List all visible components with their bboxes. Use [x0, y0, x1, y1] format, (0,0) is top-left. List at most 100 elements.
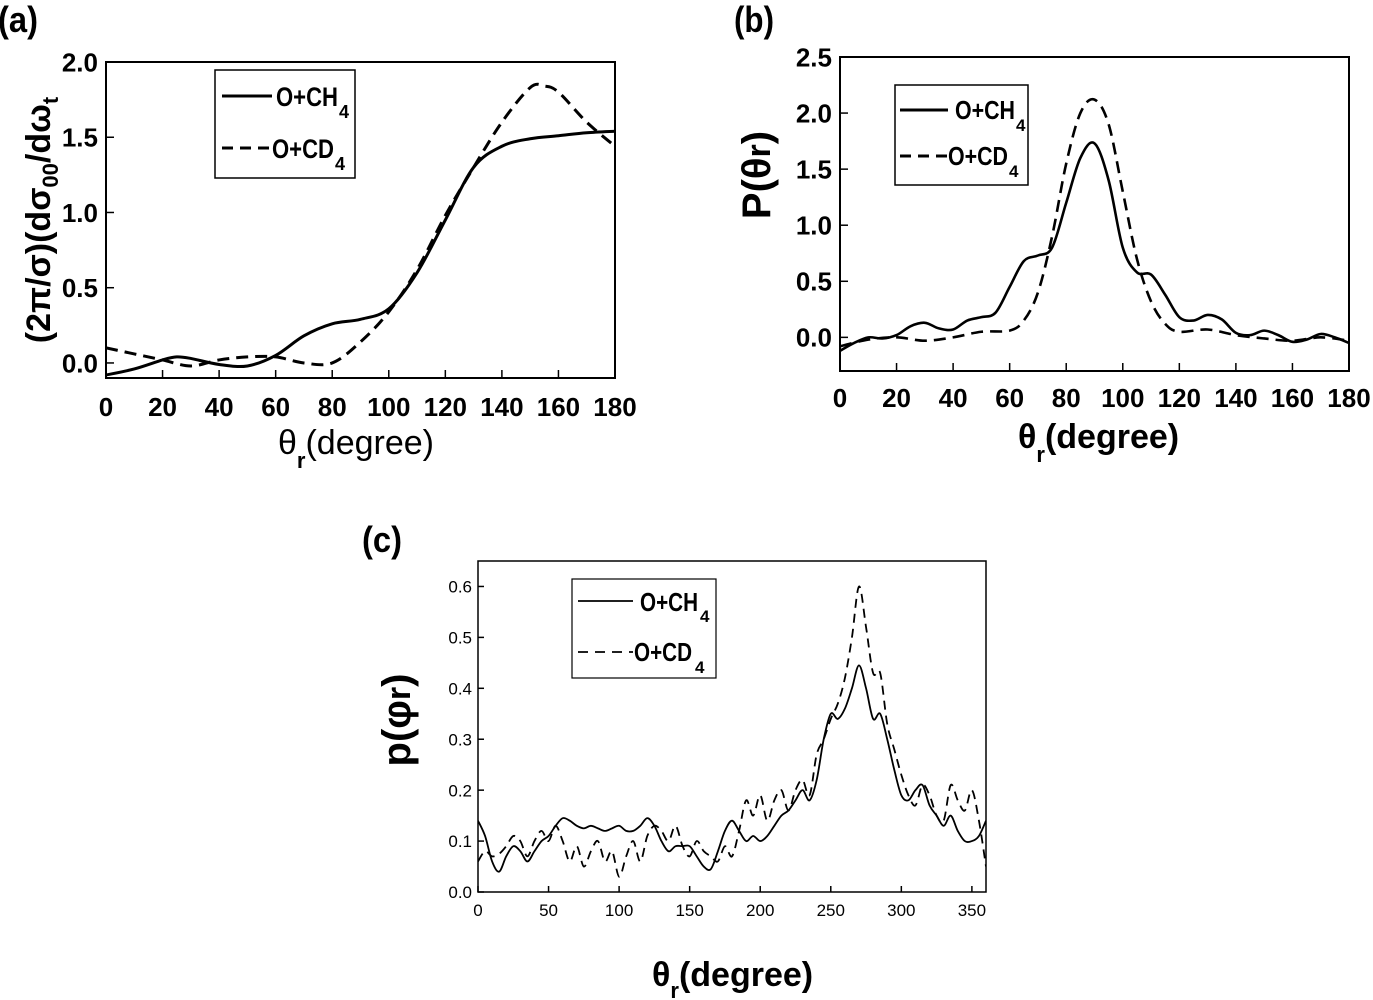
panel-a-y-tick-label: 0.0 [62, 348, 98, 378]
panel-a-y-axis-label: (2π/σ)(dσ00/dωt [20, 96, 63, 343]
panel-c-legend-label-2: O+CD [634, 637, 692, 667]
panel-b-x-tick-label: 0 [833, 383, 847, 413]
panel-c-y-tick-label: 0.6 [448, 578, 472, 597]
panel-c-y-tick-label: 0.5 [448, 629, 472, 648]
panel-c: (c) 0 50 100 150 200 250 300 350 0.00.10.20.30.… [362, 519, 987, 1000]
panel-b-legend: O+CH 4 O+CD 4 [894, 84, 1029, 186]
panel-c-x-tick-label: 50 [539, 901, 558, 920]
panel-a-plot-area [106, 82, 615, 377]
panel-b-x-tick-label: 40 [939, 383, 968, 413]
panel-c-frame [477, 560, 987, 893]
panel-a-x-tick-label: 100 [367, 392, 410, 422]
panel-b-ticks [839, 56, 1350, 371]
panel-b-x-tick-labels: 0 20 40 60 80 100 120 140 160 180 [833, 383, 1371, 413]
panel-c-x-tick-label: 150 [675, 901, 703, 920]
panel-c-ticks [477, 585, 973, 893]
panel-c-y-tick-label: 0.3 [448, 730, 472, 749]
panel-a-y-tick-label: 1.5 [62, 123, 98, 153]
panel-b-label: (b) [734, 0, 774, 40]
panel-a-y-tick-labels: 0.0 0.5 1.0 1.5 2.0 [62, 47, 98, 378]
panel-b-x-tick-label: 140 [1214, 383, 1257, 413]
panel-b-y-axis-part1: P(θ [735, 157, 779, 219]
panel-c-x-axis-rest: (degree) [679, 956, 813, 994]
panel-b-x-axis-sub: r [1036, 442, 1045, 467]
panel-a-legend-sub-2: 4 [335, 154, 345, 174]
panel-a-series-och4-line [106, 129, 615, 377]
panel-c-x-axis-theta: θ [652, 956, 670, 994]
panel-b-x-axis-rest: (degree) [1045, 418, 1179, 456]
panel-a-x-tick-label: 180 [593, 392, 636, 422]
panel-a-y-axis-part2: /dω [20, 104, 58, 163]
panel-b-x-axis-label: θr(degree) [1018, 418, 1179, 467]
panel-a-x-tick-label: 140 [480, 392, 523, 422]
panel-c-legend-sub-2: 4 [695, 658, 705, 677]
panel-b-frame [839, 56, 1350, 372]
panel-a-x-tick-label: 20 [148, 392, 177, 422]
panel-a-y-axis-sub2: t [38, 96, 63, 104]
panel-b-legend-sub-2: 4 [1009, 162, 1019, 181]
panel-a-x-axis-theta: θ [278, 424, 297, 462]
panel-b-y-axis-close: ) [735, 131, 779, 144]
panel-c-x-tick-label: 250 [817, 901, 845, 920]
panel-a-y-tick-label: 2.0 [62, 47, 98, 77]
panel-b-y-tick-label: 1.5 [796, 155, 832, 185]
panel-a-legend-box [214, 69, 356, 179]
panel-c-y-tick-label: 0.2 [448, 781, 472, 800]
panel-a-series-ocd4-line [106, 82, 615, 368]
panel-b-x-tick-label: 100 [1101, 383, 1144, 413]
panel-b-y-tick-label: 0.0 [796, 323, 832, 353]
panel-c-x-tick-label: 0 [473, 901, 482, 920]
panel-a-legend: O+CH 4 O+CD 4 [214, 69, 356, 179]
panel-c-x-tick-label: 350 [958, 901, 986, 920]
panel-a: (a) 0 20 40 60 80 100 120 140 160 180 0.0 0.5 1.0 1.… [0, 0, 637, 473]
panel-c-y-axis-label: p(φr) [375, 674, 419, 767]
panel-a-ticks [105, 61, 616, 378]
panel-c-legend: O+CH 4 O+CD 4 [571, 578, 717, 679]
panel-a-y-tick-label: 0.5 [62, 273, 98, 303]
panel-a-x-tick-label: 60 [261, 392, 290, 422]
panel-b-y-tick-labels: 0.0 0.5 1.0 1.5 2.0 2.5 [796, 42, 832, 352]
panel-b-legend-label-2: O+CD [948, 141, 1008, 171]
panel-c-y-tick-label: 0.4 [448, 679, 472, 698]
panel-a-x-axis-label: θr(degree) [278, 424, 434, 473]
panel-c-x-tick-label: 300 [887, 901, 915, 920]
panel-c-series-ocd4-line [478, 585, 986, 878]
panel-c-y-axis-sub: r [380, 687, 418, 700]
panel-b-legend-label-1: O+CH [955, 95, 1015, 125]
panel-a-x-tick-labels: 0 20 40 60 80 100 120 140 160 180 [99, 392, 637, 422]
panel-c-x-axis-sub: r [670, 978, 679, 1000]
panel-c-x-tick-label: 100 [605, 901, 633, 920]
panel-b-x-axis-theta: θ [1018, 418, 1036, 456]
panel-a-legend-label-1: O+CH [276, 82, 338, 112]
panel-c-y-axis-close: ) [375, 674, 419, 687]
panel-b-x-tick-label: 160 [1271, 383, 1314, 413]
panel-c-legend-box [571, 578, 717, 679]
panel-c-x-axis-label: θr(degree) [652, 956, 813, 1000]
panel-a-x-tick-label: 80 [318, 392, 347, 422]
panel-b-series-ocd4-line [840, 97, 1349, 348]
panel-b-x-tick-label: 180 [1327, 383, 1370, 413]
panel-a-y-tick-label: 1.0 [62, 198, 98, 228]
panel-b-y-tick-label: 2.5 [796, 42, 832, 72]
panel-a-x-axis-rest: (degree) [305, 424, 434, 462]
panel-a-label: (a) [0, 0, 38, 40]
panel-a-x-tick-label: 0 [99, 392, 113, 422]
panel-c-y-tick-label: 0.1 [448, 832, 472, 851]
panel-b-x-tick-label: 60 [995, 383, 1024, 413]
panel-c-x-tick-labels: 0 50 100 150 200 250 300 350 [473, 901, 986, 920]
panel-b-y-axis-sub: r [740, 144, 778, 157]
panel-b-y-axis-label: P(θr) [735, 131, 779, 219]
panel-b-legend-box [894, 84, 1029, 186]
panel-b-legend-sub-1: 4 [1016, 116, 1026, 135]
panel-c-y-tick-labels: 0.0 0.1 0.2 0.3 0.4 0.5 0.6 [448, 578, 472, 903]
panel-b-x-tick-label: 120 [1158, 383, 1201, 413]
panel-b-plot-area [840, 97, 1349, 352]
panel-a-x-tick-label: 40 [205, 392, 234, 422]
panel-b: (b) 0 20 40 60 80 100 120 140 160 180 0.0 0.5 1.0 1.… [734, 0, 1371, 467]
panel-a-y-axis-part1: (2π/σ)(dσ [20, 188, 58, 344]
panel-a-x-axis-sub: r [297, 448, 306, 473]
panel-b-y-tick-label: 0.5 [796, 267, 832, 297]
panel-b-x-tick-label: 80 [1052, 383, 1081, 413]
panel-c-plot-area [478, 585, 986, 878]
